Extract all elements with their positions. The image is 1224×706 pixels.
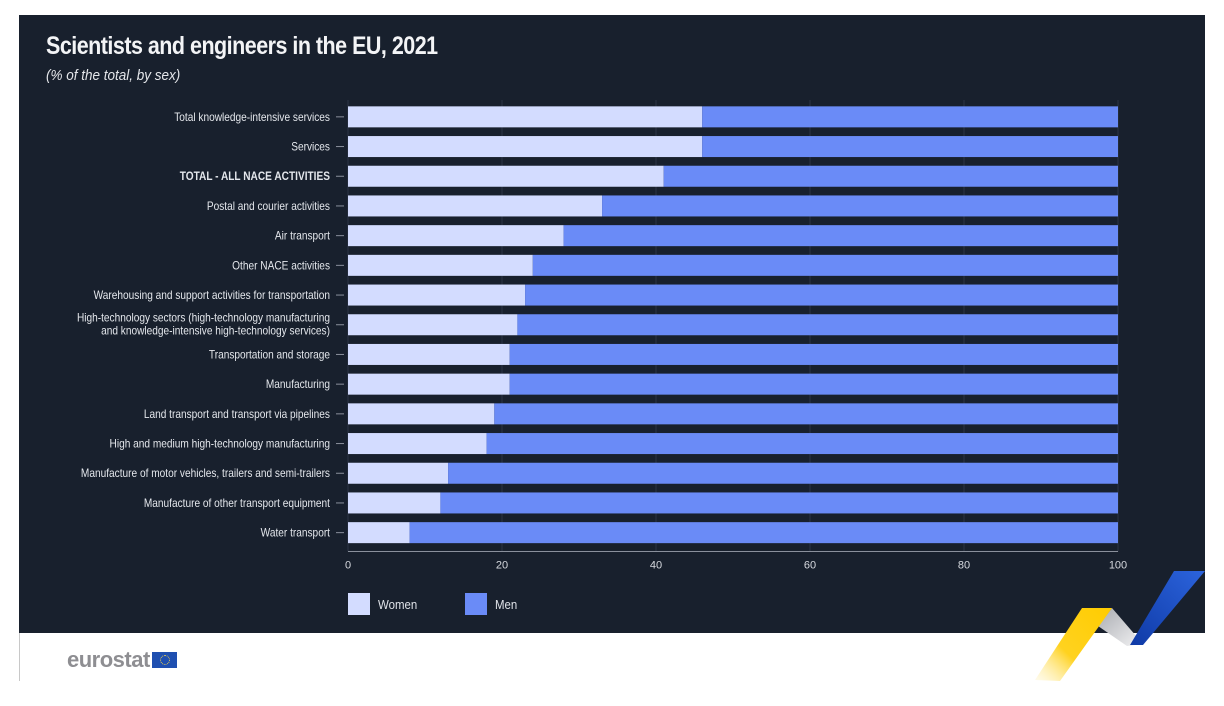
bar-women-12 <box>348 462 449 484</box>
category-label: Air transport <box>275 230 330 243</box>
category-label: Transportation and storage <box>209 349 330 362</box>
legend-swatch-men <box>465 593 487 615</box>
bar-men-1 <box>702 136 1118 158</box>
bar-men-7 <box>517 314 1118 336</box>
legend-item-men: Men <box>465 593 520 615</box>
x-tick-label-80: 80 <box>958 560 970 572</box>
category-labels: Total knowledge-intensive services Servic… <box>77 111 344 540</box>
legend-label-men: Men <box>495 596 518 612</box>
bar-women-0 <box>348 106 703 128</box>
bar-women-3 <box>348 195 603 217</box>
x-tick-label-100: 100 <box>1109 560 1127 572</box>
category-label: Warehousing and support activities for t… <box>94 289 330 302</box>
category-label: Other NACE activities <box>232 260 330 273</box>
bar-women-10 <box>348 403 495 425</box>
eurostat-logo: eurostat <box>67 647 177 673</box>
bar-women-5 <box>348 254 533 276</box>
bar-men-3 <box>602 195 1118 217</box>
chart-title: Scientists and engineers in the EU, 2021 <box>46 32 438 60</box>
decor-blue-stripe <box>1130 571 1205 645</box>
category-label: Services <box>291 141 330 154</box>
bars <box>348 106 1119 544</box>
category-label: Postal and courier activities <box>207 200 331 213</box>
category-label: TOTAL - ALL NACE ACTIVITIES <box>180 171 330 184</box>
brand-name: eurostat <box>67 647 150 672</box>
legend-swatch-women <box>348 593 370 615</box>
brand-decoration <box>1035 571 1205 681</box>
category-label: Manufacture of motor vehicles, trailers … <box>81 468 331 481</box>
category-label: Manufacture of other transport equipment <box>144 497 330 510</box>
bar-men-12 <box>448 462 1119 484</box>
bar-women-4 <box>348 225 564 247</box>
decor-grey-stripe <box>1098 608 1143 646</box>
bar-men-5 <box>532 254 1118 276</box>
bar-women-14 <box>348 522 410 544</box>
bar-men-8 <box>509 343 1118 365</box>
chart-subtitle: (% of the total, by sex) <box>46 67 181 84</box>
category-label: High-technology sectors (high-technology… <box>77 312 330 338</box>
bar-women-2 <box>348 165 664 187</box>
bar-women-11 <box>348 433 487 455</box>
bar-men-11 <box>486 433 1119 455</box>
x-tick-label-40: 40 <box>650 560 662 572</box>
bar-women-9 <box>348 373 510 395</box>
bar-men-4 <box>563 225 1118 247</box>
category-label: Manufacturing <box>266 379 330 392</box>
category-label: High and medium high-technology manufact… <box>110 438 330 451</box>
bar-women-8 <box>348 343 510 365</box>
x-axis: 0 20 40 60 80 100 <box>345 551 1127 572</box>
bar-men-9 <box>509 373 1118 395</box>
bar-men-10 <box>494 403 1118 425</box>
bar-women-6 <box>348 284 526 306</box>
category-label: Water transport <box>261 527 330 540</box>
x-tick-label-20: 20 <box>496 560 508 572</box>
legend-label-women: Women <box>378 596 418 612</box>
bar-men-0 <box>702 106 1118 128</box>
frame-divider <box>19 633 20 681</box>
eu-flag-icon <box>151 652 177 668</box>
bar-men-13 <box>440 492 1118 514</box>
category-label: Total knowledge-intensive services <box>174 111 330 124</box>
bar-men-14 <box>409 522 1119 544</box>
bar-women-7 <box>348 314 518 336</box>
bar-women-13 <box>348 492 441 514</box>
category-label: Land transport and transport via pipelin… <box>144 408 331 421</box>
x-tick-label-0: 0 <box>345 560 351 572</box>
bar-men-6 <box>525 284 1118 306</box>
bar-men-2 <box>663 165 1118 187</box>
decor-yellow-stripe <box>1035 608 1112 681</box>
x-tick-label-60: 60 <box>804 560 816 572</box>
legend-item-women: Women <box>348 593 423 615</box>
bar-women-1 <box>348 136 703 158</box>
